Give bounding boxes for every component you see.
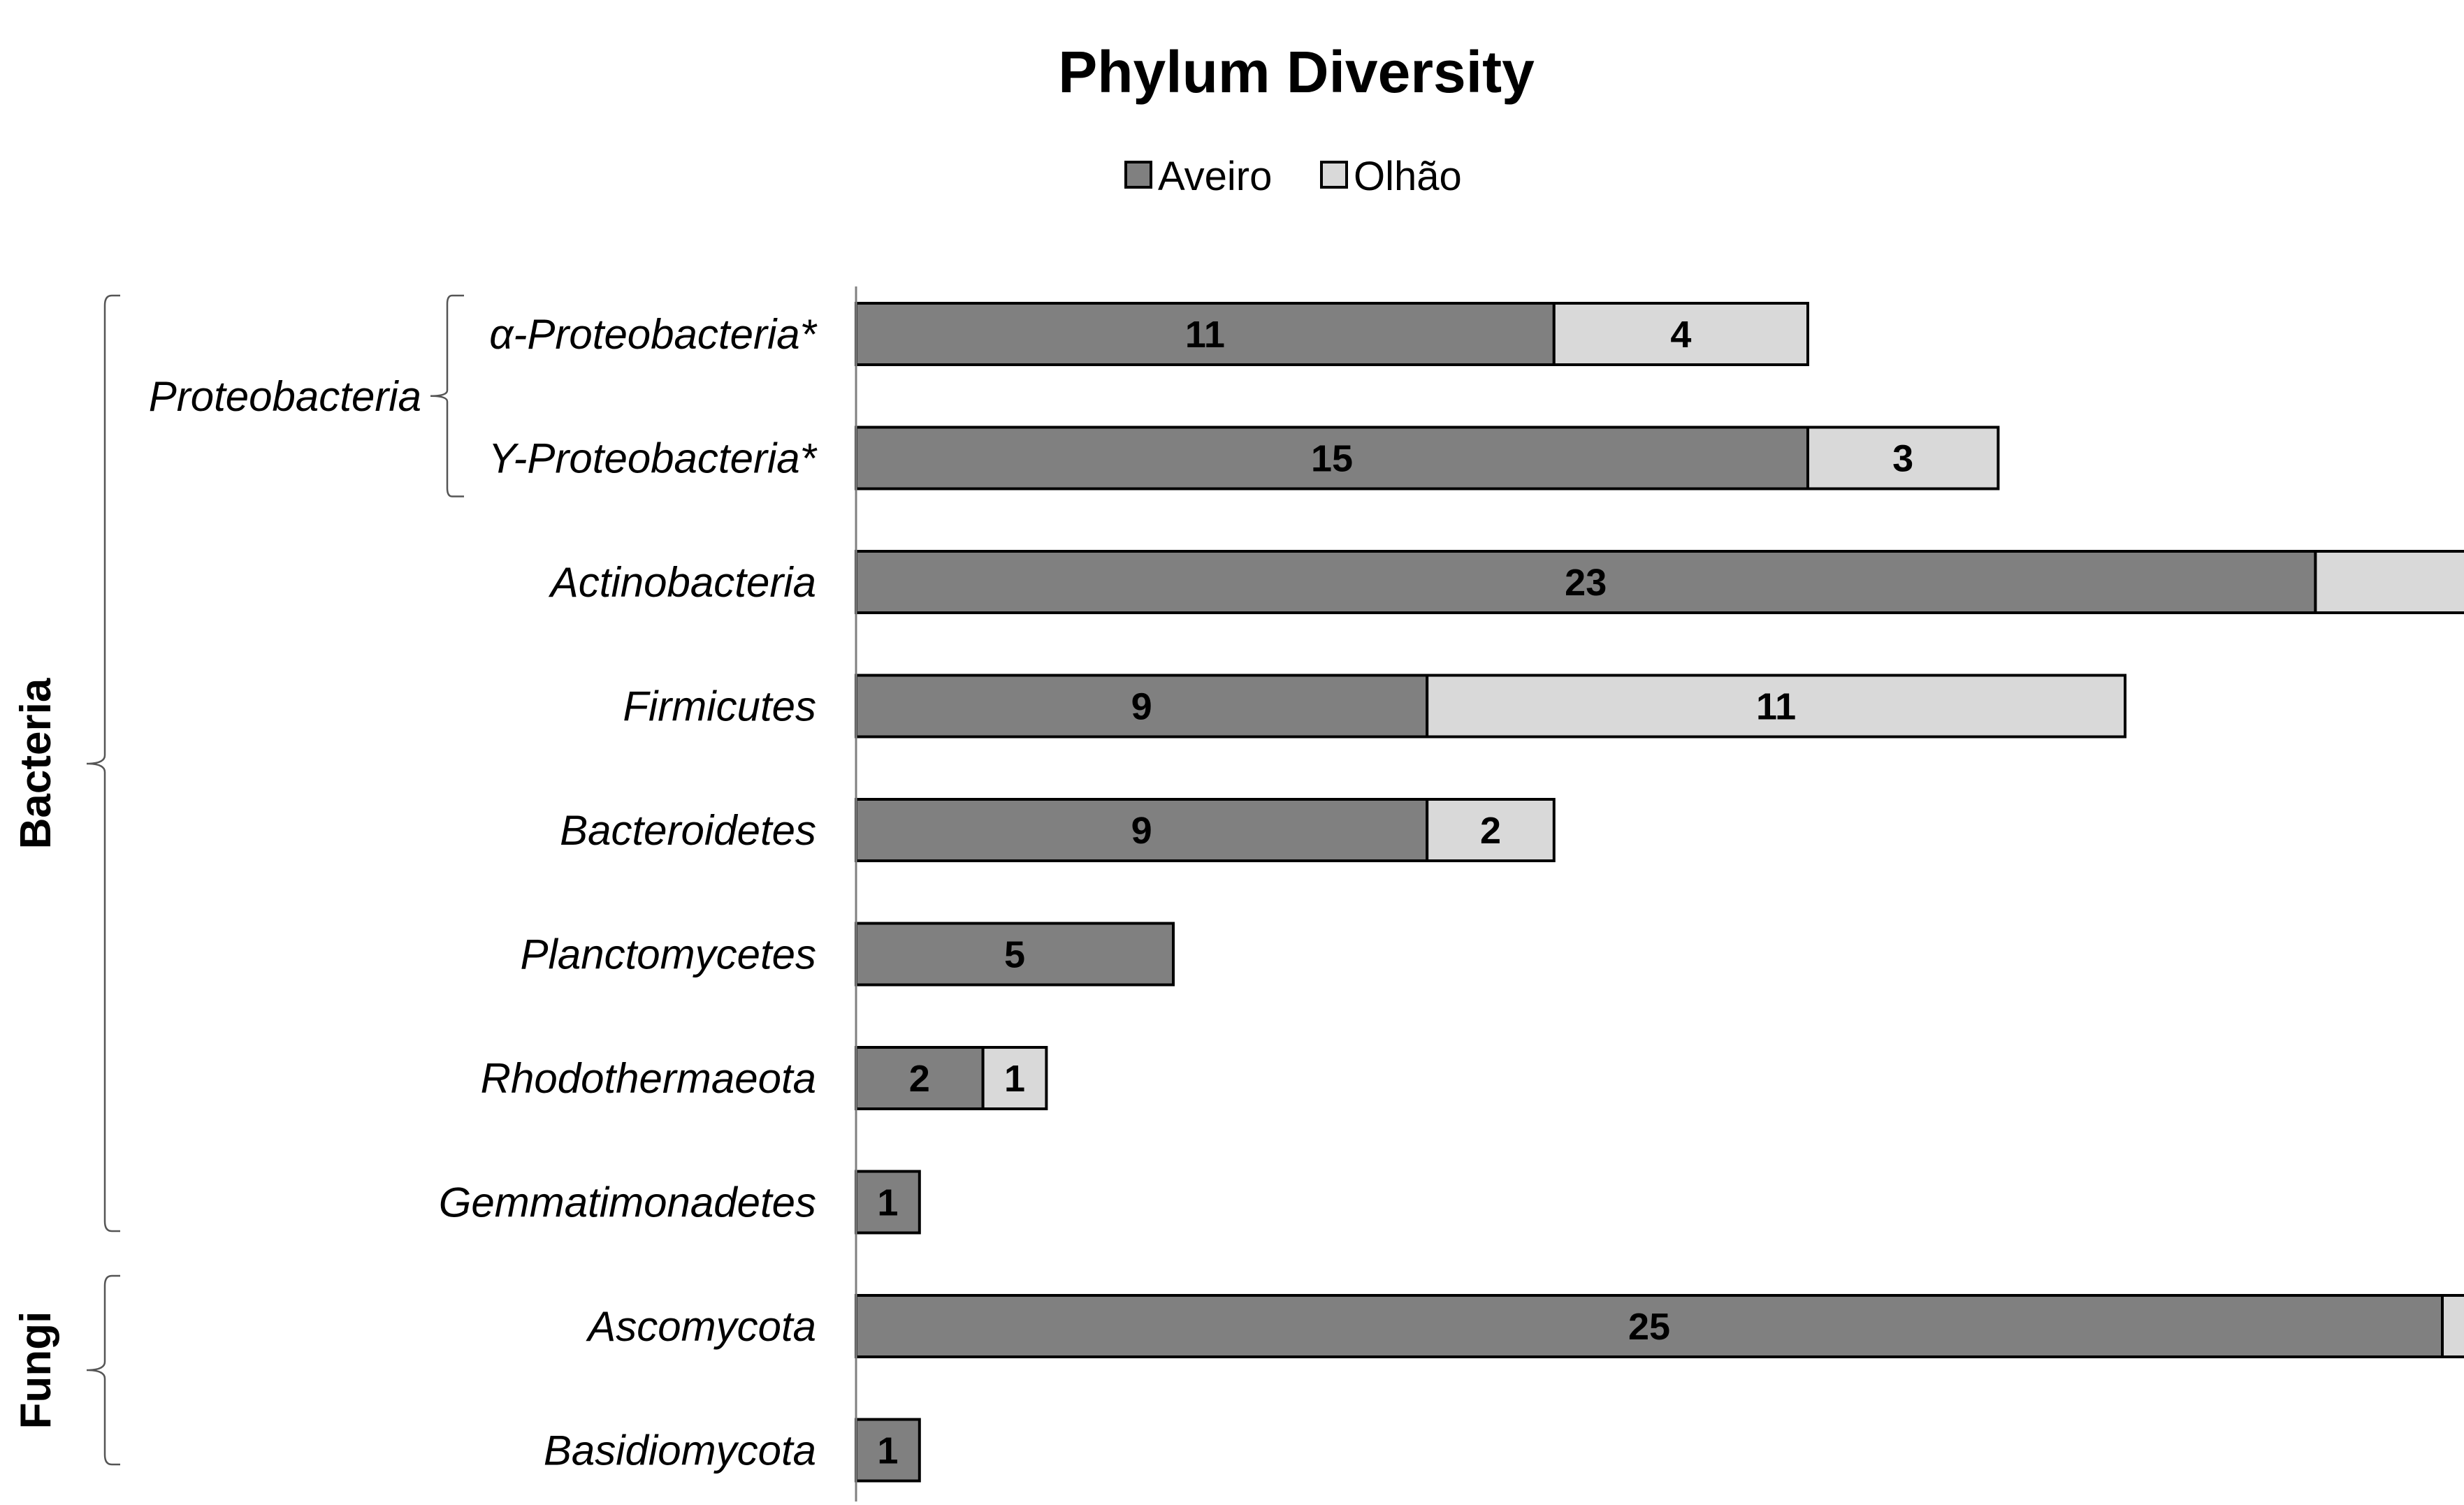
data-label-aveiro-planctomycetes: 5 (1004, 934, 1025, 976)
bar-olhao-actinobacteria (2314, 550, 2464, 614)
data-label-aveiro-gemmatimonadetes: 1 (877, 1182, 898, 1224)
category-labels: α-Proteobacteria* Y-Proteobacteria* Actino… (439, 311, 818, 1474)
data-label-olhao-proteobacteria: 4 (1670, 314, 1691, 356)
category-label-gemmatimonadetes: Gemmatimonadetes (439, 1179, 816, 1226)
bracket-bacteria (86, 294, 120, 1233)
data-label-olhao-rhodothermaeota: 1 (1004, 1058, 1025, 1100)
bar-olhao-ascomycota (2441, 1294, 2464, 1358)
data-label-aveiro-proteobacteria: 11 (1185, 314, 1225, 356)
category-label-proteobacteria: α-Proteobacteria* (489, 311, 817, 358)
legend: Aveiro Olhão (1124, 154, 1462, 199)
bars: 114153231191192521125211 (855, 302, 2464, 1483)
group-label-bacteria: Bacteria (12, 678, 60, 849)
legend-label-aveiro: Aveiro (1158, 154, 1272, 199)
data-label-aveiro-basidiomycota: 1 (877, 1430, 898, 1472)
data-label-aveiro-ascomycota: 25 (1628, 1306, 1670, 1348)
bar-olhao-y-proteobacteria (1806, 426, 2000, 490)
category-label-firmicutes: Firmicutes (623, 683, 816, 730)
data-label-aveiro-actinobacteria: 23 (1565, 562, 1607, 604)
category-label-rhodothermaeota: Rhodothermaeota (481, 1055, 816, 1102)
bar-aveiro-planctomycetes (855, 922, 1175, 987)
legend-swatch-aveiro (1124, 161, 1152, 189)
data-label-olhao-y-proteobacteria: 3 (1892, 438, 1913, 480)
legend-label-olhao: Olhão (1354, 154, 1462, 199)
bar-aveiro-y-proteobacteria (855, 426, 1809, 490)
category-label-ascomycota: Ascomycota (586, 1303, 816, 1350)
chart-title: Phylum Diversity (1058, 39, 1535, 105)
data-label-olhao-bacteroidetes: 2 (1480, 810, 1501, 852)
bar-aveiro-ascomycota (855, 1294, 2444, 1358)
group-label-proteobacteria: Proteobacteria (149, 373, 421, 420)
bar-aveiro-gemmatimonadetes (855, 1170, 921, 1235)
category-label-planctomycetes: Planctomycetes (520, 931, 816, 978)
bracket-fungi (86, 1274, 120, 1466)
bar-olhao-proteobacteria (1552, 302, 1810, 366)
bar-olhao-rhodothermaeota (981, 1046, 1048, 1110)
group-label-fungi: Fungi (12, 1311, 60, 1430)
bar-olhao-firmicutes (1426, 674, 2126, 739)
data-label-olhao-firmicutes: 11 (1756, 686, 1796, 728)
category-label-actinobacteria: Actinobacteria (549, 559, 816, 606)
bracket-proteobacteria (430, 294, 464, 497)
data-label-aveiro-firmicutes: 9 (1131, 686, 1152, 728)
bar-olhao-bacteroidetes (1426, 798, 1556, 862)
category-label-bacteroidetes: Bacteroidetes (560, 807, 816, 854)
data-label-aveiro-y-proteobacteria: 15 (1311, 438, 1353, 480)
category-label-y-proteobacteria: Y-Proteobacteria* (488, 435, 818, 482)
data-label-aveiro-bacteroidetes: 9 (1131, 810, 1152, 852)
category-label-basidiomycota: Basidiomycota (544, 1427, 816, 1474)
bar-aveiro-actinobacteria (855, 550, 2317, 614)
group-brackets: Proteobacteria Bacteria Fungi (12, 294, 464, 1466)
data-label-aveiro-rhodothermaeota: 2 (909, 1058, 930, 1100)
legend-swatch-olhao (1320, 161, 1348, 189)
